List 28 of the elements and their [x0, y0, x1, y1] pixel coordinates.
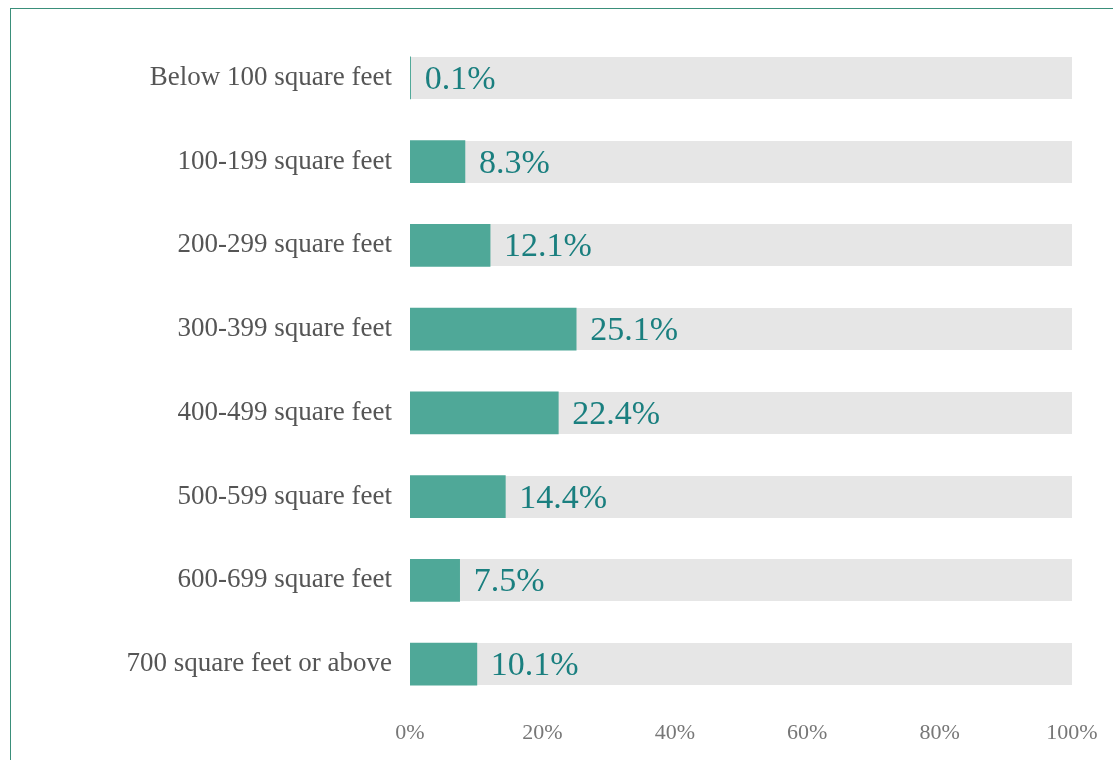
- bar: [410, 140, 466, 183]
- data-label: 25.1%: [590, 310, 678, 348]
- data-label: 14.4%: [519, 477, 608, 515]
- data-label: 12.1%: [504, 226, 592, 264]
- x-tick-label: 80%: [919, 718, 960, 744]
- y-tick-label: 700 square feet or above: [126, 647, 393, 678]
- data-label: 0.1%: [424, 58, 496, 96]
- y-tick-label: 100-199 square feet: [177, 144, 393, 175]
- y-tick-label: 400-499 square feet: [177, 395, 393, 426]
- x-tick-label: 0%: [395, 718, 425, 744]
- y-tick-label: 500-599 square feet: [177, 479, 393, 510]
- x-tick-label: 100%: [1046, 718, 1098, 744]
- bar: [410, 475, 506, 518]
- data-label: 7.5%: [473, 561, 545, 599]
- data-label: 22.4%: [572, 393, 661, 431]
- data-label: 8.3%: [478, 142, 550, 180]
- y-tick-label: 600-699 square feet: [177, 563, 393, 594]
- y-tick-label: 200-299 square feet: [177, 228, 393, 259]
- y-tick-label: Below 100 square feet: [149, 60, 393, 91]
- bar: [410, 559, 460, 602]
- bar: [410, 642, 478, 686]
- y-tick-label: 300-399 square feet: [177, 312, 393, 343]
- x-tick-label: 60%: [787, 718, 828, 744]
- bar: [410, 391, 559, 435]
- x-tick-label: 20%: [522, 718, 563, 744]
- bar: [410, 224, 491, 267]
- x-tick-label: 40%: [654, 718, 695, 744]
- data-label: 10.1%: [490, 645, 579, 683]
